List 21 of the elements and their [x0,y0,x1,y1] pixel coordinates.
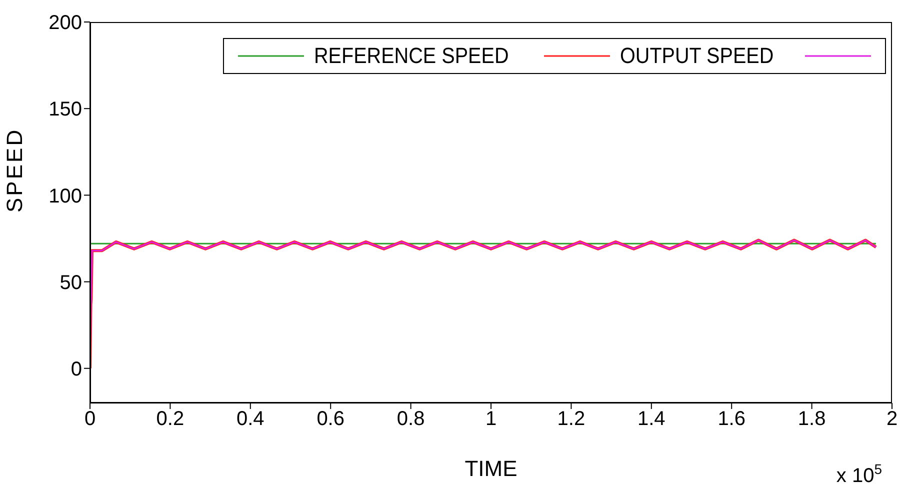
y-tick-label: 50 [60,272,82,294]
x-tick-label: 0.6 [316,408,345,430]
x-tick-label: 0.8 [396,408,425,430]
x-tick-label: 0 [84,408,96,430]
x-tick-label: 1 [485,408,497,430]
x-tick-label: 1.4 [637,408,666,430]
y-tick-label: 200 [48,12,82,34]
y-tick-label: 150 [48,98,82,121]
text: x 10$^{5}$ [836,461,882,487]
x-tick-label: 1.6 [718,408,746,430]
x-tick-label: 0.4 [236,408,264,430]
x-tick-label: 2 [886,408,898,430]
y-tick-label: 100 [48,185,82,208]
y-axis-title: SPEED [2,128,27,212]
legend-label: REFERENCE SPEED [314,43,509,69]
x-axis-title: TIME [464,456,518,481]
legend-label: OUTPUT SPEED [620,43,774,69]
y-tick-label: 0 [70,358,82,380]
x-tick-label: 1.2 [557,408,586,430]
x-tick-label: 1.8 [798,408,826,430]
x-tick-label: 0.2 [156,408,184,430]
